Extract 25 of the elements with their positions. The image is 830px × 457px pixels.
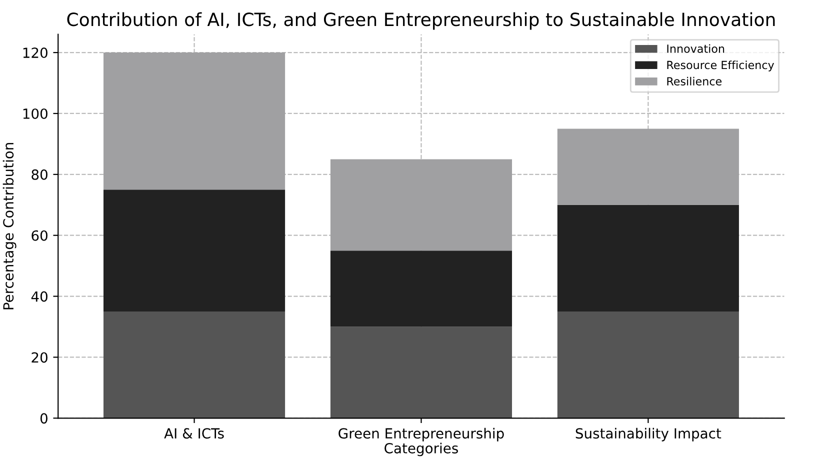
x-tick-label: Green Entrepreneurship [338,428,504,442]
bar [103,52,286,190]
chart-title: Contribution of AI, ICTs, and Green Entrepreneurship to Sustainable Innovation [67,12,775,30]
legend-label: Resource Efficiency [667,60,774,72]
bar [103,312,286,418]
legend-label: Resilience [667,76,722,86]
y-tick-label: 20 [32,352,48,363]
x-tick-label: AI & ICTs [164,428,224,439]
y-axis-title: Percentage Contribution [2,143,16,310]
x-axis-title: Categories [384,442,458,456]
bar [330,326,512,418]
bar [557,312,739,418]
y-tick-label: 120 [23,48,48,58]
legend-label: Innovation [667,44,724,53]
bar [330,250,512,327]
bar [557,204,739,312]
bar [103,190,286,312]
y-tick-label: 60 [32,230,48,241]
y-tick-label: 80 [32,169,48,180]
y-tick-label: 100 [23,108,48,119]
x-tick-label: Sustainability Impact [576,428,722,442]
y-tick-label: 0 [40,413,48,424]
y-tick-label: 40 [31,291,48,302]
bar [330,159,512,251]
bar [557,128,739,205]
